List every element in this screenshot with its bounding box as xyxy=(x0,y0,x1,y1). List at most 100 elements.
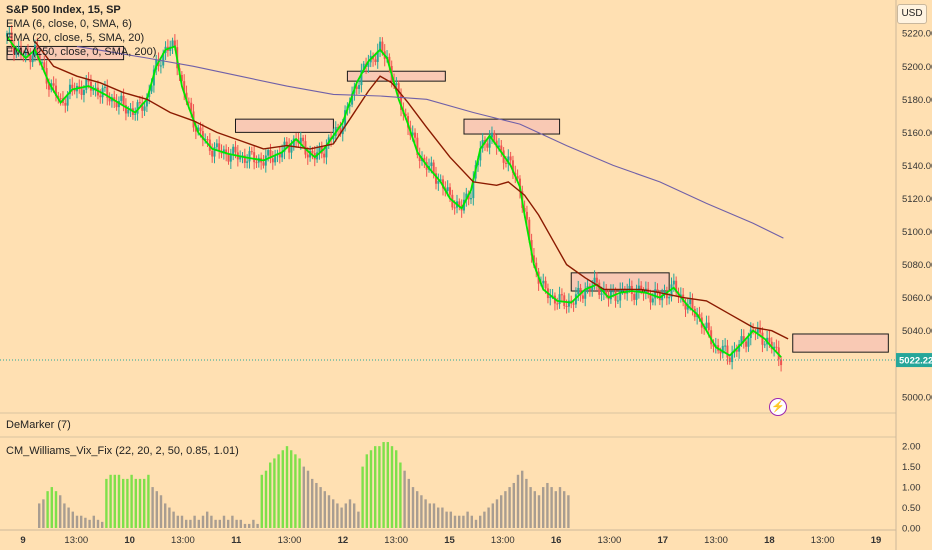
candle-body xyxy=(134,113,137,115)
candle-body xyxy=(206,139,209,141)
vix-bar xyxy=(441,507,444,528)
candle-body xyxy=(232,146,235,156)
candle-body xyxy=(31,55,34,63)
candle-body xyxy=(698,314,701,318)
vix-bar xyxy=(180,515,184,528)
vix-bar xyxy=(340,507,343,528)
vix-bar xyxy=(273,458,276,528)
candle-body xyxy=(17,47,20,50)
candle-body xyxy=(759,327,762,333)
candle-body xyxy=(162,52,165,66)
vix-bar xyxy=(210,515,213,528)
candle-body xyxy=(271,158,274,163)
vix-bar xyxy=(353,503,356,528)
candle-body xyxy=(726,345,729,358)
candle-body xyxy=(103,86,106,88)
candle-body xyxy=(108,97,111,102)
candle-body xyxy=(565,305,568,307)
vix-bar xyxy=(449,511,452,528)
candle-body xyxy=(47,83,50,90)
candle-body xyxy=(672,280,675,285)
candle-body xyxy=(577,287,580,295)
candle-body xyxy=(712,344,715,347)
candle-body xyxy=(656,289,659,293)
candle-body xyxy=(248,151,251,162)
candle-body xyxy=(721,345,724,354)
supply-zone xyxy=(792,333,889,353)
demarker-legend[interactable]: DeMarker (7) xyxy=(6,419,71,431)
candle-body xyxy=(542,280,545,284)
candle-body xyxy=(558,294,561,304)
ema-slow-line xyxy=(76,45,784,239)
candle-body xyxy=(54,85,57,97)
vix-bar xyxy=(117,474,121,528)
candle-body xyxy=(411,132,414,136)
ema-slow-legend[interactable]: EMA (250, close, 0, SMA, 200) xyxy=(6,46,157,58)
vix-bar xyxy=(327,495,331,528)
candle-body xyxy=(213,147,216,157)
vix-bar xyxy=(500,495,503,528)
vix-bar xyxy=(269,462,272,528)
vix-bar xyxy=(214,519,217,528)
vix-bar xyxy=(462,515,465,528)
candle-body xyxy=(80,87,83,95)
vix-bar xyxy=(50,487,53,528)
candle-body xyxy=(395,83,398,85)
candle-body xyxy=(246,161,249,163)
ema-mid-legend[interactable]: EMA (20, close, 5, SMA, 20) xyxy=(6,32,145,44)
candle-body xyxy=(115,101,118,108)
vix-bar xyxy=(525,478,528,528)
vix-bar xyxy=(168,507,171,528)
candle-body xyxy=(560,294,563,296)
candle-body xyxy=(281,151,284,158)
vix-bar xyxy=(365,454,368,528)
candle-body xyxy=(469,198,472,200)
vix-bar xyxy=(483,511,486,528)
time-tick-label: 16 xyxy=(551,535,562,546)
vix-fix-legend[interactable]: CM_Williams_Vix_Fix (22, 20, 2, 50, 0.85… xyxy=(6,445,239,457)
vix-bar xyxy=(306,470,310,528)
candle-body xyxy=(278,153,281,158)
candle-body xyxy=(323,153,326,158)
price-tick-label: 5100.00 xyxy=(902,227,932,238)
time-tick-label: 10 xyxy=(124,535,135,546)
candle-body xyxy=(64,102,67,106)
vix-bar xyxy=(516,474,520,528)
candle-body xyxy=(215,143,218,148)
candle-body xyxy=(628,285,631,290)
vix-bar xyxy=(189,519,192,528)
vix-bar xyxy=(495,499,499,528)
vix-bar xyxy=(248,523,251,528)
vix-bar xyxy=(46,491,49,528)
ema-fast-legend[interactable]: EMA (6, close, 0, SMA, 6) xyxy=(6,18,132,30)
vix-bar xyxy=(42,499,45,528)
vix-bar xyxy=(336,503,339,528)
vix-bar xyxy=(126,478,129,528)
price-tick-label: 5160.00 xyxy=(902,128,932,139)
candle-body xyxy=(640,285,643,292)
candle-body xyxy=(269,150,272,159)
candle-body xyxy=(8,32,11,34)
time-tick-label: 13:00 xyxy=(278,535,302,546)
vix-bar xyxy=(315,482,318,528)
candle-body xyxy=(453,207,456,209)
candle-body xyxy=(302,137,305,142)
last-price-label: 5022.22 xyxy=(899,356,932,367)
vix-bar xyxy=(88,519,91,528)
candle-body xyxy=(66,94,69,106)
vix-bar xyxy=(260,474,263,528)
currency-button[interactable]: USD xyxy=(897,4,927,24)
candle-body xyxy=(497,145,500,148)
candle-body xyxy=(292,138,295,147)
vix-bar xyxy=(294,454,297,528)
vix-bar xyxy=(403,470,406,528)
bolt-icon[interactable]: ⚡ xyxy=(769,398,787,416)
vix-bar xyxy=(218,519,221,528)
time-tick-label: 15 xyxy=(444,535,455,546)
vix-bar xyxy=(63,503,66,528)
candle-body xyxy=(609,291,612,300)
vix-bar xyxy=(155,491,158,528)
candle-body xyxy=(637,285,640,292)
candle-body xyxy=(763,344,766,346)
